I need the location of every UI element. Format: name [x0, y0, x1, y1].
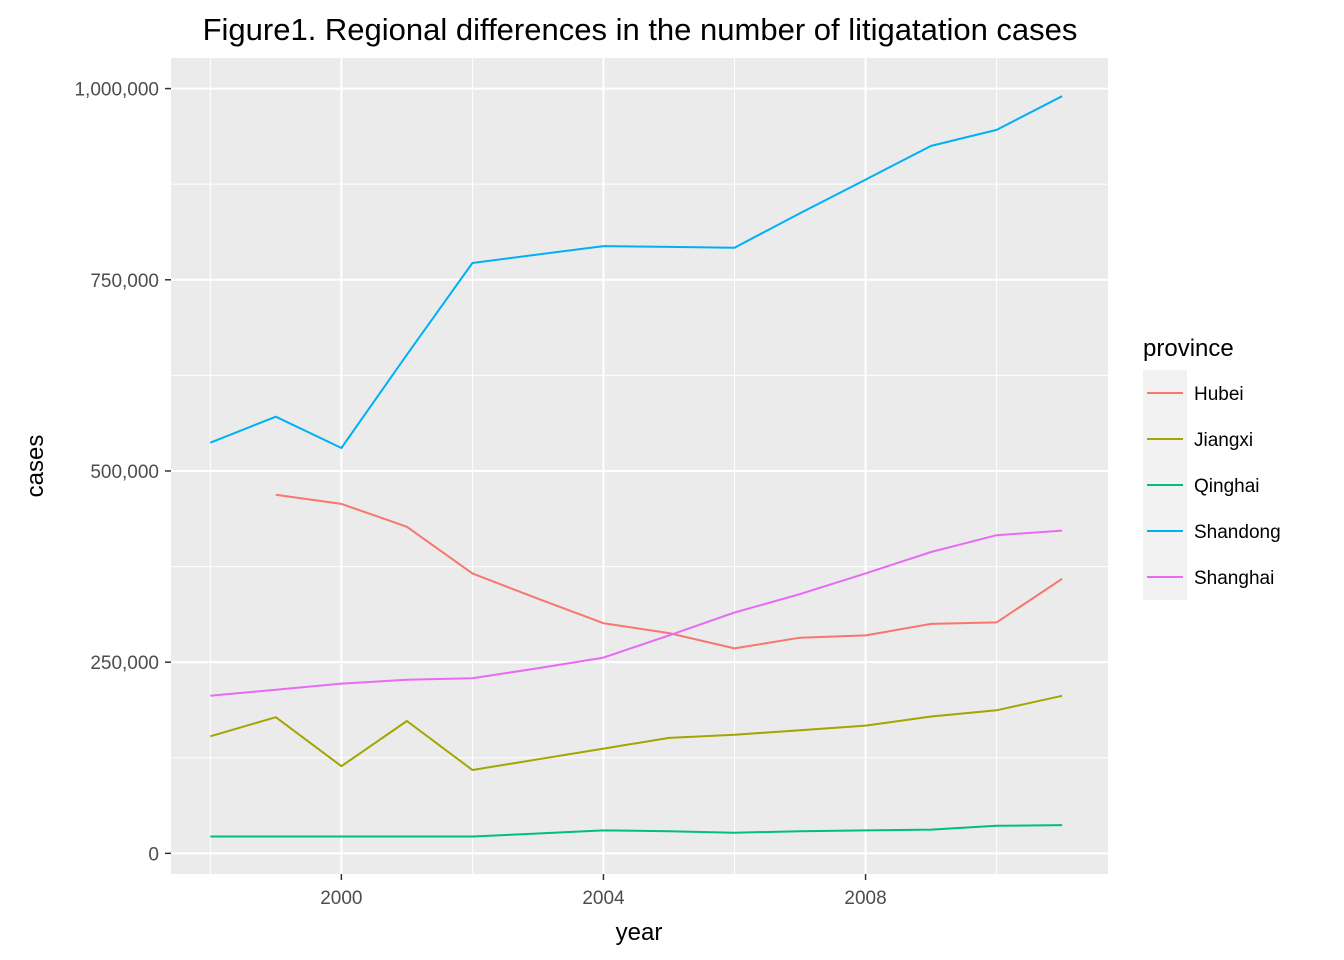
- y-axis: 0 250,000 500,000 750,000 1,000,000: [74, 80, 171, 865]
- legend-label: Shanghai: [1194, 568, 1274, 589]
- plot-panel: [171, 58, 1108, 874]
- legend: province Hubei Jiangxi Qinghai Shandong Shan…: [1143, 335, 1281, 600]
- legend-label: Qinghai: [1194, 476, 1260, 497]
- y-tick-label: 500,000: [90, 462, 159, 483]
- series-line-shandong: [209, 95, 1063, 449]
- series-line-hubei: [275, 493, 1063, 650]
- y-tick-label: 1,000,000: [74, 80, 159, 101]
- x-axis-title: year: [616, 919, 663, 946]
- series-layer: [209, 95, 1063, 838]
- chart-title: Figure1. Regional differences in the num…: [203, 12, 1078, 47]
- legend-title: province: [1143, 335, 1234, 362]
- legend-label: Jiangxi: [1194, 430, 1253, 451]
- series-line-shanghai: [210, 529, 1063, 697]
- x-tick-label: 2000: [320, 888, 362, 909]
- x-tick-label: 2008: [844, 888, 886, 909]
- x-tick-label: 2004: [582, 888, 625, 909]
- series-line-qinghai: [210, 824, 1063, 838]
- series-line-jiangxi: [210, 694, 1063, 771]
- x-axis: 2000 2004 2008: [320, 874, 887, 909]
- legend-label: Hubei: [1194, 384, 1244, 405]
- legend-items: Hubei Jiangxi Qinghai Shandong Shanghai: [1143, 370, 1281, 600]
- y-tick-label: 250,000: [90, 653, 159, 674]
- legend-label: Shandong: [1194, 522, 1281, 543]
- y-tick-label: 0: [148, 844, 159, 865]
- y-axis-title: cases: [22, 435, 49, 498]
- y-tick-label: 750,000: [90, 271, 159, 292]
- grid-layer: [171, 58, 1108, 874]
